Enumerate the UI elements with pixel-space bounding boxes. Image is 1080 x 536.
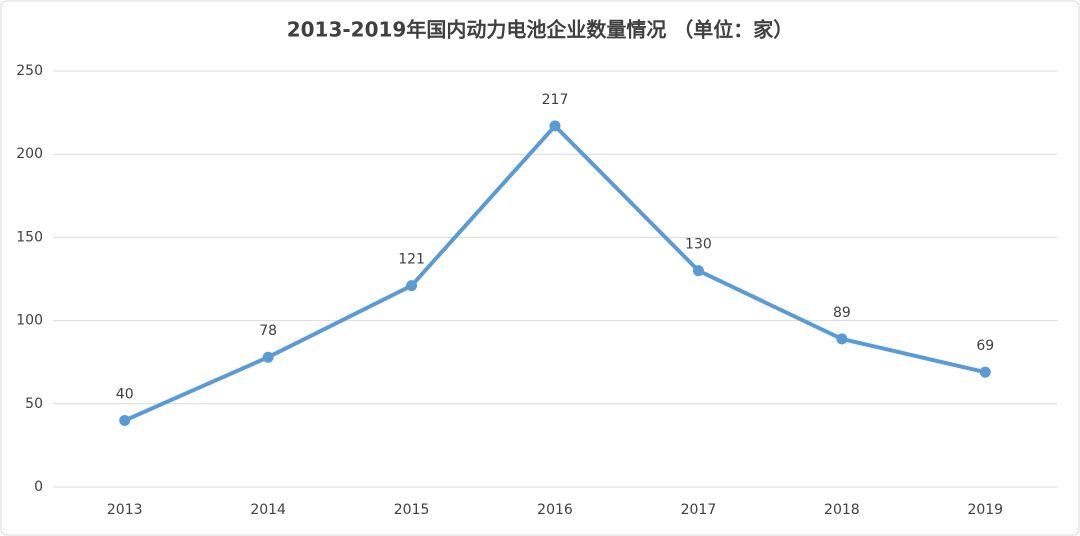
x-tick-label: 2017: [681, 502, 717, 518]
y-tick-label: 50: [25, 396, 43, 412]
x-tick-label: 2019: [967, 502, 1003, 518]
data-label: 69: [976, 338, 994, 354]
y-tick-label: 150: [16, 229, 43, 245]
data-label: 89: [833, 305, 851, 321]
data-point: [836, 333, 848, 345]
data-point: [549, 120, 561, 132]
data-label: 121: [398, 252, 425, 268]
data-point: [119, 414, 131, 426]
data-point: [979, 366, 991, 378]
data-label: 130: [685, 237, 712, 253]
x-tick-label: 2015: [394, 502, 430, 518]
data-label: 40: [116, 386, 134, 402]
x-tick-label: 2013: [107, 502, 143, 518]
data-label: 78: [259, 323, 277, 339]
data-point: [406, 280, 418, 292]
x-tick-label: 2018: [824, 502, 860, 518]
y-tick-label: 0: [34, 479, 43, 495]
x-tick-label: 2016: [537, 502, 573, 518]
data-label: 217: [542, 92, 569, 108]
x-tick-label: 2014: [250, 502, 286, 518]
data-point: [692, 265, 704, 277]
chart-title: 2013-2019年国内动力电池企业数量情况 （单位：家）: [287, 18, 794, 42]
data-point: [262, 351, 274, 363]
y-tick-label: 100: [16, 313, 43, 329]
y-tick-label: 250: [16, 63, 43, 79]
y-tick-label: 200: [16, 146, 43, 162]
